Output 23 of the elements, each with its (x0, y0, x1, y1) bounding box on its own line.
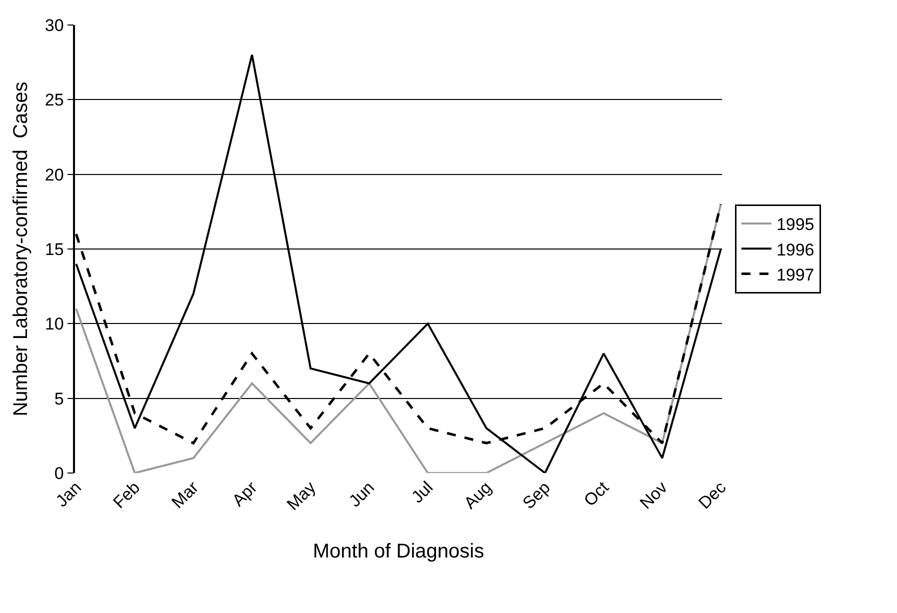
x-tick-label: Jun (345, 478, 378, 511)
x-tick-label: Jul (408, 478, 437, 507)
x-tick-label: May (283, 478, 320, 514)
y-tick-label: 30 (44, 16, 64, 35)
x-tick-label: Oct (580, 478, 613, 510)
x-tick-label: Sep (519, 478, 554, 513)
x-tick-label: Dec (694, 478, 730, 513)
y-tick-label: 5 (54, 389, 64, 408)
y-tick-label: 25 (44, 90, 64, 110)
legend-label: 1995 (776, 215, 814, 234)
legend-label: 1997 (776, 265, 814, 284)
x-tick-label: Feb (109, 478, 144, 512)
x-tick-label: Apr (228, 478, 262, 510)
x-axis-title: Month of Diagnosis (312, 540, 484, 563)
y-tick-label: 10 (44, 314, 64, 334)
y-axis-title: Number Laboratory-confirmed Cases (10, 82, 32, 416)
x-tick-label: Nov (636, 478, 672, 513)
x-tick-label: Mar (168, 478, 202, 512)
legend-label: 1996 (776, 240, 814, 260)
y-tick-label: 0 (54, 464, 64, 483)
y-tick-label: 20 (44, 165, 64, 184)
y-tick-label: 15 (44, 240, 64, 259)
x-tick-label: Aug (460, 478, 496, 513)
